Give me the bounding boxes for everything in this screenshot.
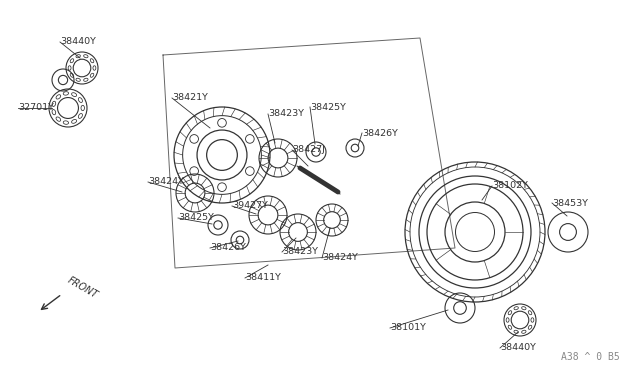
Text: 38425Y: 38425Y [178, 214, 214, 222]
Text: 38424Y: 38424Y [148, 177, 184, 186]
Text: 38425Y: 38425Y [310, 103, 346, 112]
Text: 38426Y: 38426Y [210, 244, 246, 253]
Text: 39427Y: 39427Y [232, 202, 268, 211]
Text: 38440Y: 38440Y [500, 343, 536, 353]
Text: 38426Y: 38426Y [362, 128, 398, 138]
Text: 38423Y: 38423Y [268, 109, 304, 119]
Text: 38424Y: 38424Y [322, 253, 358, 263]
Text: 38453Y: 38453Y [552, 199, 588, 208]
Text: 32701Y: 32701Y [18, 103, 54, 112]
Text: A38 ^ 0 B5: A38 ^ 0 B5 [561, 352, 620, 362]
Text: 38421Y: 38421Y [172, 93, 208, 103]
Text: 38411Y: 38411Y [245, 273, 281, 282]
Text: FRONT: FRONT [66, 275, 100, 301]
Text: 38427J: 38427J [292, 145, 325, 154]
Text: 38440Y: 38440Y [60, 38, 96, 46]
Text: 38102Y: 38102Y [492, 182, 528, 190]
Text: 38101Y: 38101Y [390, 324, 426, 333]
Text: 38423Y: 38423Y [282, 247, 318, 257]
